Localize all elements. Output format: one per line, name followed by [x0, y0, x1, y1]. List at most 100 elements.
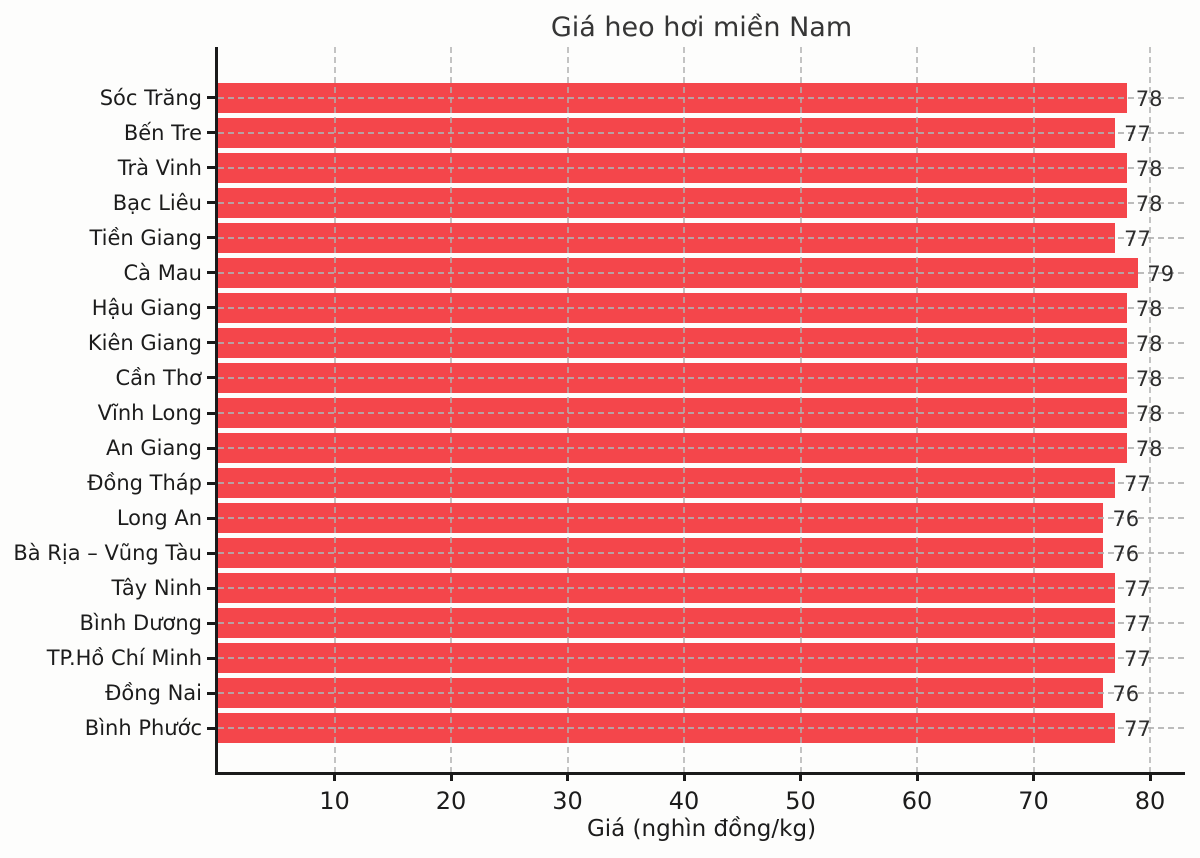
x-gridline: [1032, 47, 1035, 772]
value-label: 78: [1135, 366, 1163, 391]
y-gridline: [218, 376, 1185, 379]
category-label: Tiền Giang: [89, 225, 202, 250]
y-tick-mark: [207, 691, 216, 695]
x-tick-mark: [333, 772, 336, 781]
value-label: 77: [1124, 647, 1151, 672]
category-label: Bạc Liêu: [112, 190, 202, 215]
y-gridline: [218, 96, 1185, 99]
category-label: An Giang: [106, 436, 202, 461]
x-gridline: [566, 47, 569, 772]
value-label: 78: [1135, 156, 1163, 181]
y-gridline: [218, 657, 1185, 660]
y-gridline: [218, 692, 1185, 695]
y-tick-mark: [207, 446, 216, 450]
value-label: 76: [1112, 507, 1140, 532]
y-gridline: [218, 341, 1185, 344]
x-gridline: [799, 47, 802, 772]
y-tick-mark: [207, 411, 216, 415]
x-tick-label: 10: [319, 787, 350, 815]
y-gridline: [218, 587, 1185, 590]
x-tick-label: 60: [901, 787, 933, 815]
value-label: 78: [1135, 402, 1163, 426]
x-axis-label: Giá (nghìn đồng/kg): [586, 816, 817, 842]
y-gridline: [218, 727, 1185, 730]
y-axis-line: [215, 47, 218, 775]
value-label: 78: [1135, 191, 1163, 216]
y-gridline: [218, 201, 1185, 204]
y-tick-mark: [207, 271, 216, 275]
value-label: 77: [1124, 717, 1151, 742]
y-gridline: [218, 517, 1185, 520]
y-gridline: [218, 271, 1185, 274]
y-tick-mark: [207, 726, 216, 730]
y-tick-mark: [207, 621, 216, 625]
y-tick-mark: [207, 481, 216, 485]
plot-area: 10 20 30 40 50 60 70 80 Sóc Trăng 78 Bến Tre 77 Trà …: [13, 47, 1185, 815]
x-tick-mark: [566, 772, 570, 781]
value-label: 76: [1112, 542, 1140, 567]
x-tick-mark: [799, 772, 803, 781]
category-label: Đồng Tháp: [87, 471, 202, 496]
value-label: 77: [1124, 226, 1151, 251]
category-label: Hậu Giang: [91, 295, 202, 320]
value-label: 78: [1135, 86, 1163, 111]
category-label: Tây Ninh: [111, 576, 202, 601]
x-tick-label: 20: [435, 787, 467, 815]
x-gridline: [916, 47, 919, 772]
y-tick-mark: [207, 376, 216, 380]
y-tick-mark: [207, 96, 216, 100]
value-label: 78: [1135, 331, 1163, 356]
value-label: 77: [1124, 577, 1151, 602]
category-label: Trà Vinh: [117, 155, 202, 180]
x-gridline: [333, 47, 336, 772]
x-tick-mark: [1148, 772, 1152, 781]
category-label: Bến Tre: [123, 120, 202, 145]
y-gridline: [218, 482, 1185, 485]
category-label: Bình Dương: [79, 611, 202, 636]
category-label: Cần Thơ: [115, 365, 202, 390]
y-gridline: [218, 236, 1185, 239]
y-tick-mark: [207, 201, 216, 205]
x-gridline: [683, 47, 686, 772]
x-tick-mark: [915, 772, 919, 781]
category-label: Vĩnh Long: [97, 401, 202, 425]
category-label: Bình Phước: [84, 716, 202, 741]
category-label: Sóc Trăng: [99, 85, 202, 110]
x-tick-mark: [682, 772, 686, 781]
y-tick-mark: [207, 341, 216, 345]
y-tick-mark: [207, 656, 216, 660]
value-label: 77: [1124, 121, 1151, 146]
value-label: 78: [1135, 296, 1163, 321]
y-tick-mark: [207, 166, 216, 170]
x-gridline: [450, 47, 452, 772]
x-tick-label: 50: [785, 787, 816, 815]
value-label: 78: [1135, 437, 1163, 462]
category-label: Đồng Nai: [105, 681, 202, 706]
y-gridline: [218, 622, 1185, 625]
value-label: 76: [1112, 682, 1140, 707]
x-tick-mark: [1032, 772, 1036, 781]
category-label: TP.Hồ Chí Minh: [46, 646, 202, 671]
value-label: 77: [1124, 612, 1151, 637]
x-tick-label: 80: [1134, 787, 1166, 815]
y-gridline: [218, 412, 1185, 414]
x-tick-label: 30: [552, 787, 583, 815]
x-tick-mark: [449, 772, 453, 781]
x-gridline: [1149, 47, 1152, 772]
chart-title: Giá heo hơi miền Nam: [550, 12, 853, 43]
x-tick-label: 70: [1018, 787, 1049, 815]
y-gridline: [218, 447, 1185, 450]
y-tick-mark: [207, 131, 216, 135]
y-tick-mark: [207, 236, 216, 240]
category-label: Bà Rịa – Vũng Tàu: [13, 541, 202, 566]
category-label: Kiên Giang: [87, 330, 202, 355]
value-label: 79: [1147, 261, 1175, 286]
x-axis-line: [215, 772, 1185, 775]
x-tick-label: 40: [668, 787, 700, 815]
y-gridline: [218, 552, 1185, 555]
y-tick-mark: [207, 306, 216, 310]
y-gridline: [218, 306, 1185, 309]
y-gridline: [218, 131, 1185, 134]
y-gridline: [218, 166, 1185, 169]
